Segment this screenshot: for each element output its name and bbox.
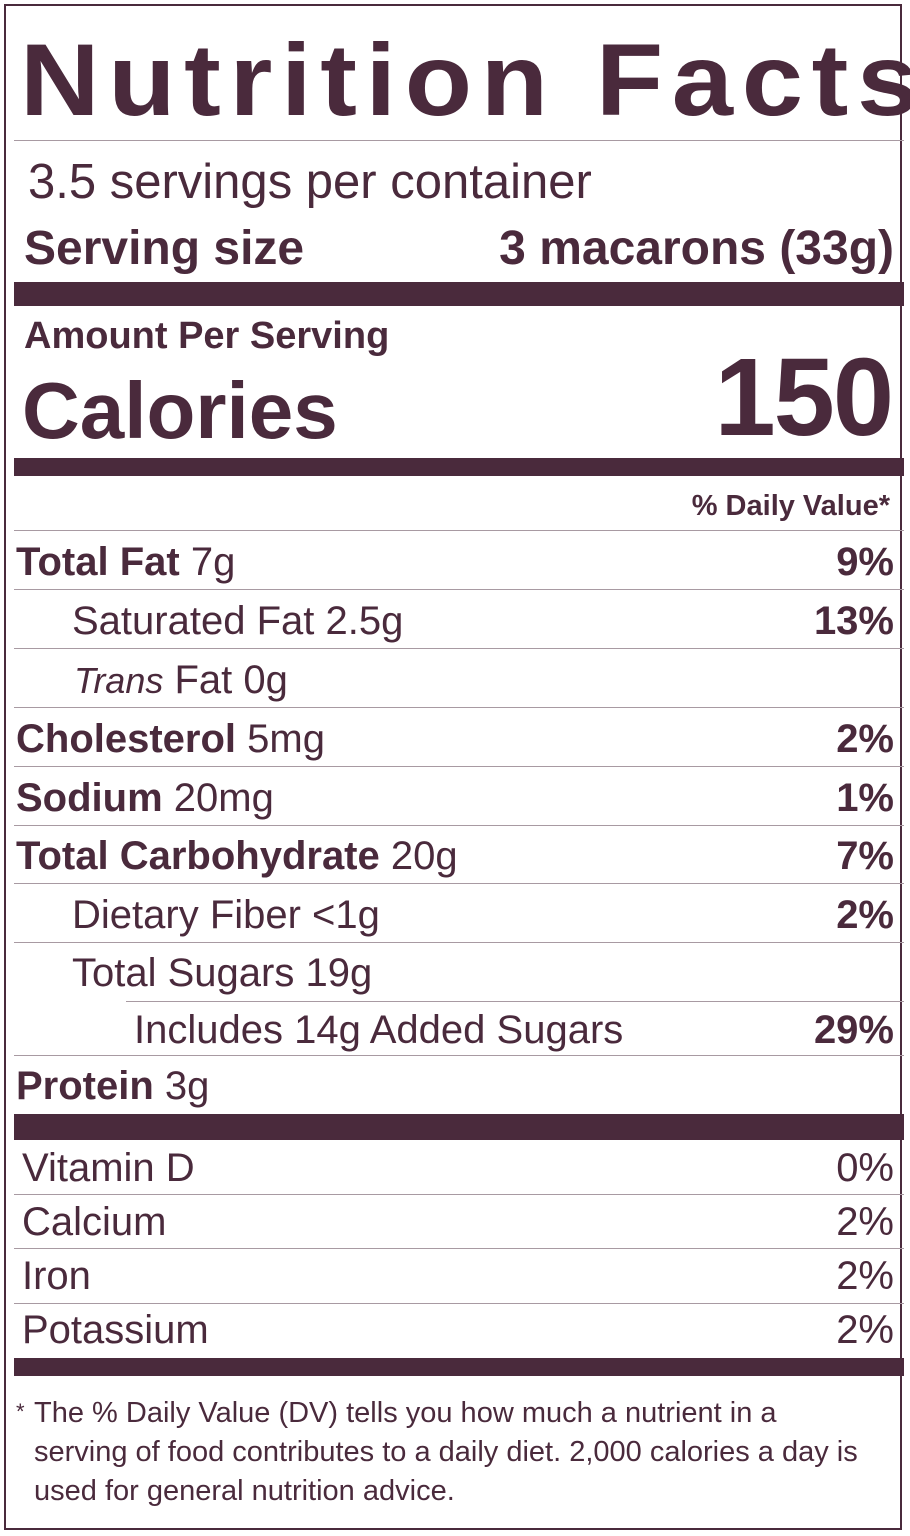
amount-per-serving: Amount Per Serving <box>24 315 390 357</box>
nutrient-name-italic: Trans <box>74 660 164 701</box>
nutrient-row-total-fat: Total Fat 7g <box>16 536 235 588</box>
divider <box>14 140 904 141</box>
nutrient-amount: 7g <box>190 540 236 584</box>
divider <box>14 942 904 943</box>
nutrient-dv: 2% <box>836 717 894 761</box>
serving-size-label: Serving size <box>24 222 305 275</box>
vitamin-row-vitamin-d: Vitamin D <box>22 1146 195 1190</box>
nutrient-name: Cholesterol <box>16 717 237 761</box>
nutrient-row-trans-fat: Trans Fat 0g <box>74 654 288 707</box>
vitamin-row-potassium: Potassium <box>22 1308 209 1352</box>
nutrient-amount: 20mg <box>173 776 274 820</box>
nutrient-dv: 2% <box>836 893 894 937</box>
thick-divider <box>14 282 904 306</box>
nutrition-facts-label: Nutrition Facts 3.5 servings per contain… <box>4 4 910 1530</box>
nutrient-name: Fat 0g <box>174 658 288 702</box>
divider <box>14 883 904 884</box>
footnote-text: The % Daily Value (DV) tells you how muc… <box>34 1397 858 1507</box>
divider <box>14 825 904 826</box>
nutrient-amount: 5mg <box>247 717 325 761</box>
servings-per-container: 3.5 servings per container <box>28 155 592 209</box>
nutrient-row-added-sugars: Includes 14g Added Sugars <box>134 1004 623 1056</box>
divider <box>14 1248 904 1249</box>
divider <box>14 1194 904 1195</box>
nutrient-name: Saturated Fat 2.5g <box>72 599 404 643</box>
nutrient-dv: 13% <box>813 599 894 643</box>
nutrient-name: Dietary Fiber <1g <box>72 893 380 937</box>
nutrient-dv: 29% <box>813 1008 894 1052</box>
daily-value-footnote: * The % Daily Value (DV) tells you how m… <box>16 1394 876 1511</box>
vitamin-row-calcium: Calcium <box>22 1200 167 1244</box>
divider <box>14 1303 904 1304</box>
nutrient-dv: 7% <box>836 834 894 878</box>
vitamin-dv: 0% <box>836 1146 894 1190</box>
nutrient-name: Protein <box>16 1064 154 1108</box>
nutrient-dv: 9% <box>836 540 894 584</box>
label-title: Nutrition Facts <box>20 23 910 137</box>
nutrient-name: Total Carbohydrate <box>16 834 380 878</box>
divider <box>14 589 904 590</box>
nutrient-name: Total Sugars 19g <box>72 951 373 995</box>
vitamin-dv: 2% <box>836 1200 894 1244</box>
medium-divider <box>14 1358 904 1376</box>
nutrient-amount: 20g <box>390 834 458 878</box>
divider <box>14 766 904 767</box>
footnote-asterisk: * <box>16 1399 25 1424</box>
nutrient-dv: 1% <box>836 776 894 820</box>
nutrient-row-sodium: Sodium 20mg <box>16 772 274 824</box>
vitamin-dv: 2% <box>836 1308 894 1352</box>
medium-divider <box>14 458 904 476</box>
nutrient-amount: 3g <box>164 1064 210 1108</box>
nutrient-name: Includes 14g Added Sugars <box>134 1008 624 1052</box>
nutrient-name: Total Fat <box>16 540 180 584</box>
divider <box>14 707 904 708</box>
calories-label: Calories <box>22 366 338 455</box>
calories-value: 150 <box>714 336 894 459</box>
vitamin-dv: 2% <box>836 1254 894 1298</box>
divider <box>14 648 904 649</box>
nutrient-row-total-carbohydrate: Total Carbohydrate 20g <box>16 830 458 882</box>
divider <box>14 1055 904 1056</box>
divider <box>14 530 904 531</box>
nutrient-row-protein: Protein 3g <box>16 1060 209 1112</box>
nutrient-row-dietary-fiber: Dietary Fiber <1g <box>72 889 380 941</box>
nutrient-row-total-sugars: Total Sugars 19g <box>72 947 372 999</box>
nutrient-name: Sodium <box>16 776 163 820</box>
serving-size-value: 3 macarons (33g) <box>499 222 894 275</box>
divider <box>126 1001 904 1002</box>
nutrient-row-saturated-fat: Saturated Fat 2.5g <box>72 595 403 647</box>
vitamin-row-iron: Iron <box>22 1254 91 1298</box>
nutrient-row-cholesterol: Cholesterol 5mg <box>16 713 325 765</box>
thick-divider <box>14 1114 904 1140</box>
daily-value-header: % Daily Value* <box>691 490 890 522</box>
